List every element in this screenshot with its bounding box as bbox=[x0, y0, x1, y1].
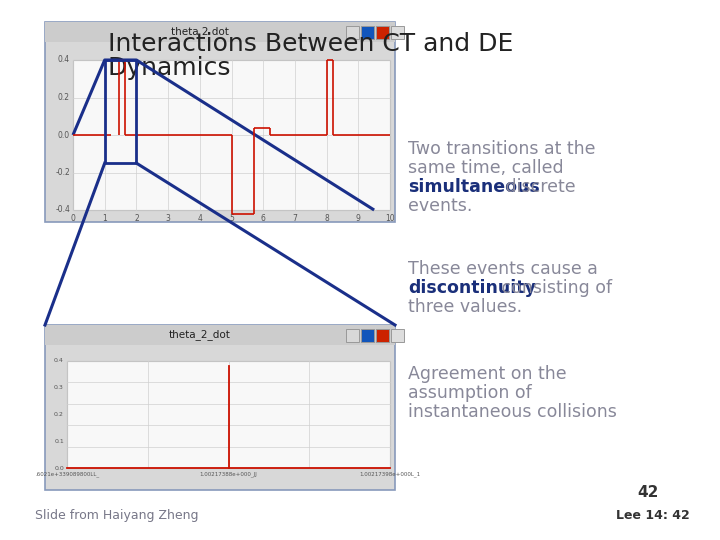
Text: simultaneous: simultaneous bbox=[408, 178, 540, 196]
Text: 0.2: 0.2 bbox=[54, 412, 64, 417]
FancyBboxPatch shape bbox=[361, 329, 374, 342]
FancyBboxPatch shape bbox=[45, 325, 395, 345]
FancyBboxPatch shape bbox=[361, 26, 374, 39]
Text: 4: 4 bbox=[197, 214, 202, 223]
FancyBboxPatch shape bbox=[45, 22, 395, 42]
Text: discrete: discrete bbox=[500, 178, 575, 196]
Text: 42: 42 bbox=[637, 485, 659, 500]
Text: assumption of: assumption of bbox=[408, 384, 532, 402]
FancyBboxPatch shape bbox=[45, 22, 395, 222]
Text: Slide from Haiyang Zheng: Slide from Haiyang Zheng bbox=[35, 509, 199, 522]
Text: -0.2: -0.2 bbox=[55, 168, 70, 177]
Text: 0: 0 bbox=[71, 214, 76, 223]
Text: 6: 6 bbox=[261, 214, 266, 223]
Text: 0.4: 0.4 bbox=[58, 56, 70, 64]
Text: 3: 3 bbox=[166, 214, 171, 223]
Text: 1.00217388e+000_JJ: 1.00217388e+000_JJ bbox=[199, 471, 258, 477]
Text: 8: 8 bbox=[324, 214, 329, 223]
FancyBboxPatch shape bbox=[67, 361, 390, 468]
Text: theta 2 dot: theta 2 dot bbox=[171, 27, 229, 37]
Text: discontinuity: discontinuity bbox=[408, 279, 536, 297]
FancyBboxPatch shape bbox=[391, 329, 404, 342]
FancyBboxPatch shape bbox=[45, 325, 395, 490]
Text: same time, called: same time, called bbox=[408, 159, 564, 177]
FancyBboxPatch shape bbox=[346, 26, 359, 39]
FancyBboxPatch shape bbox=[376, 26, 389, 39]
Text: Agreement on the: Agreement on the bbox=[408, 365, 567, 383]
FancyBboxPatch shape bbox=[376, 329, 389, 342]
Text: These events cause a: These events cause a bbox=[408, 260, 598, 278]
Text: 0.0: 0.0 bbox=[58, 131, 70, 139]
Text: three values.: three values. bbox=[408, 298, 522, 316]
FancyBboxPatch shape bbox=[73, 60, 390, 210]
Text: 9: 9 bbox=[356, 214, 361, 223]
Text: 0.3: 0.3 bbox=[54, 385, 64, 390]
Text: 0.2: 0.2 bbox=[58, 93, 70, 102]
Text: Two transitions at the: Two transitions at the bbox=[408, 140, 595, 158]
Text: 7: 7 bbox=[292, 214, 297, 223]
FancyBboxPatch shape bbox=[346, 329, 359, 342]
Text: 1.00217398e+000L_1: 1.00217398e+000L_1 bbox=[359, 471, 420, 477]
Text: events.: events. bbox=[408, 197, 472, 215]
Text: 0.4: 0.4 bbox=[54, 359, 64, 363]
Text: .6021e+339089800LL_: .6021e+339089800LL_ bbox=[35, 471, 99, 477]
Text: Lee 14: 42: Lee 14: 42 bbox=[616, 509, 690, 522]
Text: 5: 5 bbox=[229, 214, 234, 223]
Text: -0.4: -0.4 bbox=[55, 206, 70, 214]
Text: 0.1: 0.1 bbox=[54, 438, 64, 444]
FancyBboxPatch shape bbox=[391, 26, 404, 39]
Text: theta_2_dot: theta_2_dot bbox=[169, 329, 231, 340]
Text: consisting of: consisting of bbox=[496, 279, 612, 297]
Text: 1: 1 bbox=[102, 214, 107, 223]
Text: Interactions Between CT and DE: Interactions Between CT and DE bbox=[108, 32, 513, 56]
Text: 2: 2 bbox=[134, 214, 139, 223]
Text: Dynamics: Dynamics bbox=[108, 56, 232, 80]
Text: 0.0: 0.0 bbox=[54, 465, 64, 470]
Text: 10: 10 bbox=[385, 214, 395, 223]
Text: instantaneous collisions: instantaneous collisions bbox=[408, 403, 617, 421]
